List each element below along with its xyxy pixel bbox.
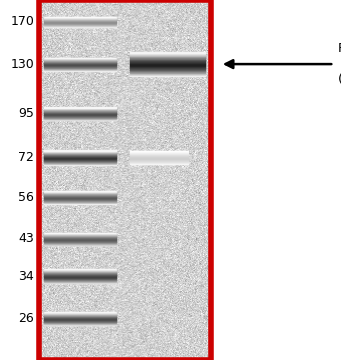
Text: 56: 56 — [18, 191, 34, 204]
Text: 34: 34 — [18, 270, 34, 283]
Text: PTPRC: PTPRC — [338, 42, 341, 55]
Text: 43: 43 — [18, 233, 34, 246]
Text: (CD45): (CD45) — [338, 73, 341, 86]
Bar — [39, 0, 211, 360]
Text: 130: 130 — [10, 58, 34, 71]
Text: 170: 170 — [10, 15, 34, 28]
Text: 26: 26 — [18, 312, 34, 325]
Text: 95: 95 — [18, 107, 34, 120]
Text: 72: 72 — [18, 151, 34, 164]
